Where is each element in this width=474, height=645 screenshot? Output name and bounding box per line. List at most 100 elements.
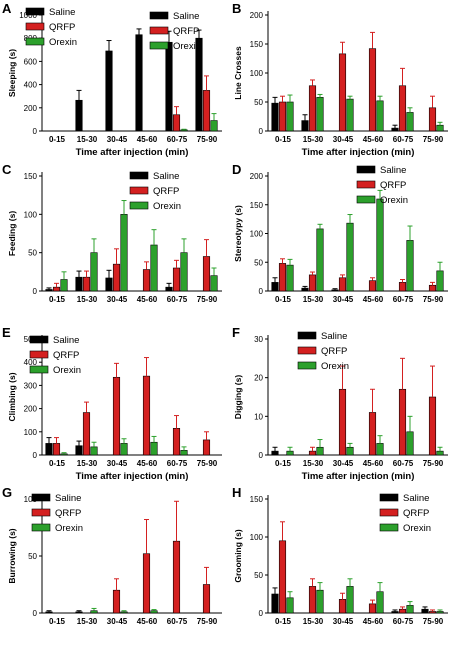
- y-tick-label: 150: [24, 172, 38, 181]
- x-tick-label: 45-60: [137, 295, 158, 304]
- bar-saline: [45, 611, 53, 614]
- legend-label-qrfp: QRFP: [321, 346, 347, 357]
- y-tick-label: 100: [24, 428, 38, 437]
- x-tick-label: 60-75: [393, 135, 414, 144]
- bar-qrfp: [368, 280, 377, 292]
- bar-qrfp: [398, 608, 407, 614]
- y-tick-label: 150: [250, 40, 264, 49]
- legend-swatch-saline: [149, 11, 169, 20]
- bar-qrfp: [172, 114, 181, 132]
- bar-qrfp: [308, 274, 317, 292]
- legend-swatch-orexin: [31, 523, 51, 532]
- y-axis-title: Digging (s): [233, 375, 243, 420]
- legend: Saline QRFP Orexin: [379, 493, 431, 534]
- legend-swatch-qrfp: [29, 350, 49, 359]
- legend-label-saline: Saline: [173, 11, 199, 22]
- y-tick-label: 0: [33, 451, 38, 460]
- x-tick-label: 0-15: [275, 459, 292, 468]
- bar-orexin: [436, 270, 444, 292]
- y-tick-label: 200: [250, 172, 264, 181]
- legend-swatch-qrfp: [129, 186, 149, 195]
- bar-orexin: [436, 450, 444, 456]
- bar-qrfp: [82, 412, 91, 456]
- bar-qrfp: [112, 263, 121, 292]
- x-tick-label: 60-75: [167, 617, 188, 626]
- bar-orexin: [150, 610, 158, 614]
- bar-qrfp: [368, 412, 377, 456]
- bar-orexin: [210, 275, 218, 292]
- y-tick-label: 100: [24, 210, 38, 219]
- x-tick-label: 45-60: [363, 459, 384, 468]
- bar-saline: [271, 102, 279, 132]
- x-tick-label: 60-75: [167, 459, 188, 468]
- bar-qrfp: [428, 611, 437, 614]
- bar-qrfp: [172, 267, 181, 292]
- bar-qrfp: [398, 388, 407, 456]
- bar-qrfp: [278, 101, 287, 132]
- x-tick-label: 30-45: [107, 135, 128, 144]
- bar-saline: [301, 120, 309, 132]
- bar-saline: [391, 127, 399, 132]
- x-tick-label: 0-15: [49, 459, 66, 468]
- x-tick-label: 45-60: [137, 459, 158, 468]
- x-tick-label: 0-15: [275, 295, 292, 304]
- x-axis-title: Time after injection (min): [302, 147, 415, 158]
- bar-saline: [165, 286, 173, 292]
- y-tick-label: 200: [24, 405, 38, 414]
- y-tick-label: 50: [254, 258, 263, 267]
- y-tick-label: 100: [250, 69, 264, 78]
- bar-qrfp: [368, 603, 377, 614]
- x-tick-label: 45-60: [137, 135, 158, 144]
- bar-orexin: [120, 214, 128, 292]
- legend-label-orexin: Orexin: [55, 523, 83, 534]
- x-tick-label: 15-30: [77, 459, 98, 468]
- bar-saline: [195, 37, 203, 132]
- legend-label-orexin: Orexin: [321, 361, 349, 372]
- bar-orexin: [286, 101, 294, 132]
- bar-qrfp: [202, 439, 211, 456]
- x-tick-label: 0-15: [49, 617, 66, 626]
- bar-orexin: [90, 252, 98, 292]
- legend: Saline QRFP Orexin: [25, 7, 77, 48]
- bar-orexin: [436, 124, 444, 132]
- legend-label-qrfp: QRFP: [380, 180, 406, 191]
- x-tick-label: 15-30: [77, 617, 98, 626]
- bar-orexin: [150, 441, 158, 456]
- panel-letter: A: [2, 1, 12, 16]
- legend-swatch-qrfp: [297, 346, 317, 355]
- x-tick-label: 75-90: [423, 135, 444, 144]
- legend-swatch-saline: [379, 493, 399, 502]
- x-tick-label: 45-60: [363, 135, 384, 144]
- legend-label-orexin: Orexin: [49, 37, 77, 48]
- y-axis-title: Burrowing (s): [7, 528, 17, 583]
- x-tick-label: 15-30: [303, 459, 324, 468]
- y-tick-label: 0: [259, 127, 264, 136]
- bar-orexin: [406, 605, 414, 614]
- x-tick-label: 30-45: [333, 459, 354, 468]
- legend: Saline QRFP Orexin: [29, 335, 81, 376]
- legend-swatch-saline: [29, 335, 49, 344]
- y-axis-title: Climbing (s): [7, 372, 17, 421]
- y-tick-label: 0: [33, 127, 38, 136]
- bar-saline: [75, 445, 83, 456]
- bar-qrfp: [428, 396, 437, 456]
- bar-qrfp: [202, 256, 211, 292]
- bar-orexin: [376, 443, 384, 456]
- panel-letter: H: [232, 485, 241, 500]
- x-tick-label: 15-30: [77, 135, 98, 144]
- x-tick-label: 75-90: [423, 295, 444, 304]
- bar-saline: [45, 289, 53, 292]
- bar-orexin: [286, 264, 294, 292]
- legend-label-saline: Saline: [53, 335, 79, 346]
- panel-g: G 0 50 100 Burrowing (s) 0-15 15-30 30-45 45-60 6…: [2, 485, 222, 626]
- bar-saline: [75, 99, 83, 132]
- bar-orexin: [406, 112, 414, 132]
- bar-orexin: [376, 198, 384, 292]
- x-tick-label: 15-30: [303, 135, 324, 144]
- x-tick-label: 0-15: [49, 295, 66, 304]
- y-tick-label: 50: [254, 571, 263, 580]
- legend: Saline QRFP Orexin: [297, 331, 349, 372]
- x-tick-label: 75-90: [197, 295, 218, 304]
- panel-letter: C: [2, 162, 12, 177]
